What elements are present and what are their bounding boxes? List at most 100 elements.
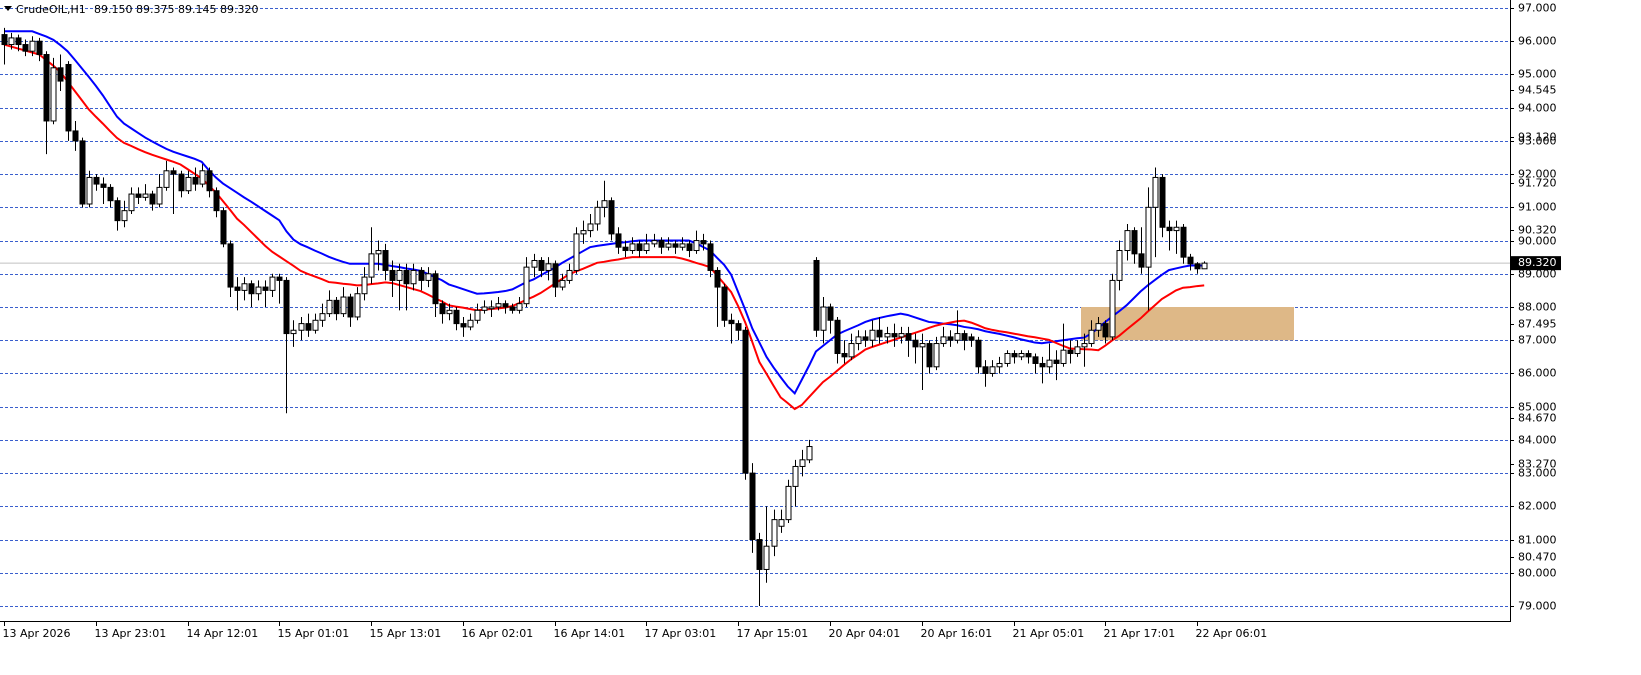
candle-body: [65, 63, 72, 132]
candle-body: [658, 240, 665, 248]
candle-body: [622, 246, 629, 252]
candle-body: [333, 299, 340, 315]
candle-body: [1, 34, 8, 46]
candle-body: [495, 303, 502, 308]
x-tick-label: 13 Apr 2026: [3, 627, 71, 640]
candle-body: [1194, 263, 1201, 270]
candle-body: [1102, 323, 1109, 338]
y-tick-label: 93.000: [1518, 135, 1557, 148]
y-tick-label: 91.000: [1518, 201, 1557, 214]
candle-body: [206, 170, 213, 192]
candle-body: [234, 286, 241, 291]
candle-body: [559, 279, 566, 288]
x-tick-label: 13 Apr 23:01: [95, 627, 167, 640]
y-tick-label: 84.000: [1518, 434, 1557, 447]
candle-body: [989, 366, 996, 374]
candle-body: [926, 343, 933, 368]
candle-body: [354, 293, 361, 318]
candle-body: [848, 343, 855, 358]
candle-body: [305, 323, 312, 331]
candle-body: [135, 193, 142, 198]
y-minor-tick-label: 91.720: [1518, 177, 1557, 190]
price-label-box: [1511, 256, 1561, 271]
candle-body: [425, 273, 432, 281]
candle-body: [975, 339, 982, 368]
candle-body: [1060, 349, 1067, 364]
candle-body: [1145, 206, 1152, 268]
candle-body: [552, 263, 559, 288]
candle-body: [178, 173, 185, 192]
y-tick-label: 97.000: [1518, 2, 1557, 15]
price-label: 89.320: [1518, 256, 1557, 269]
candle-body: [192, 176, 199, 185]
candle-body: [749, 472, 756, 541]
candle-body: [114, 200, 121, 222]
moving-average: [4, 30, 1205, 396]
candle-body: [1109, 279, 1116, 338]
candle-body: [50, 67, 57, 122]
candle-body: [474, 309, 481, 321]
x-tick-label: 21 Apr 17:01: [1104, 627, 1176, 640]
candle-body: [884, 333, 891, 338]
x-tick-label: 20 Apr 16:01: [921, 627, 993, 640]
candle-body: [862, 336, 869, 341]
y-tick-label: 96.000: [1518, 35, 1557, 48]
candle-body: [361, 276, 368, 295]
candle-body: [57, 67, 64, 82]
symbol: CrudeOIL,H1: [16, 3, 86, 16]
candle-body: [410, 269, 417, 285]
x-tick-label: 17 Apr 03:01: [645, 627, 717, 640]
candle-body: [460, 323, 467, 328]
candle-body: [467, 319, 474, 328]
candle-body: [523, 266, 530, 305]
candle-body: [396, 269, 403, 281]
candle-body: [693, 240, 700, 252]
candle-body: [580, 230, 587, 235]
candle-body: [1039, 362, 1046, 368]
candle-body: [679, 243, 686, 248]
candle-body: [643, 243, 650, 252]
candle-body: [22, 44, 29, 52]
candle-body: [1095, 323, 1102, 331]
candle-body: [142, 193, 149, 198]
candle-body: [735, 323, 742, 331]
candle-body: [792, 465, 799, 487]
candle-body: [707, 243, 714, 271]
candle-body: [834, 319, 841, 355]
candle-body: [382, 250, 389, 271]
y-minor-tick-label: 83.270: [1518, 458, 1557, 471]
candle-body: [255, 286, 262, 295]
candle-body: [785, 485, 792, 521]
candle-body: [149, 193, 156, 205]
y-tick-label: 83.000: [1518, 467, 1557, 480]
candle-body: [1138, 253, 1145, 268]
quote: 89.150 89.375 89.145 89.320: [94, 3, 258, 16]
candle-body: [1187, 256, 1194, 265]
candle-body: [128, 193, 135, 212]
y-tick-label: 88.000: [1518, 301, 1557, 314]
candle-body: [968, 336, 975, 341]
candle-body: [1180, 226, 1187, 258]
candle-body: [227, 243, 234, 288]
candle-body: [72, 130, 79, 142]
y-tick-label: 79.000: [1518, 600, 1557, 613]
candle-body: [629, 243, 636, 252]
candle-body: [1152, 176, 1159, 208]
candle-body: [820, 306, 827, 331]
candle-body: [594, 206, 601, 225]
y-tick-label: 85.000: [1518, 401, 1557, 414]
x-tick-label: 21 Apr 05:01: [1013, 627, 1085, 640]
y-minor-tick-label: 87.495: [1518, 318, 1557, 331]
candle-body: [961, 333, 968, 341]
x-tick-label: 15 Apr 01:01: [278, 627, 350, 640]
candle-body: [446, 309, 453, 315]
y-minor-tick-label: 94.545: [1518, 84, 1557, 97]
candle-body: [714, 269, 721, 288]
candle-body: [509, 306, 516, 311]
candle-body: [742, 329, 749, 474]
candle-body: [721, 286, 728, 321]
candle-body: [806, 446, 813, 461]
candle-body: [700, 240, 707, 245]
menu-arrow[interactable]: [4, 6, 12, 11]
